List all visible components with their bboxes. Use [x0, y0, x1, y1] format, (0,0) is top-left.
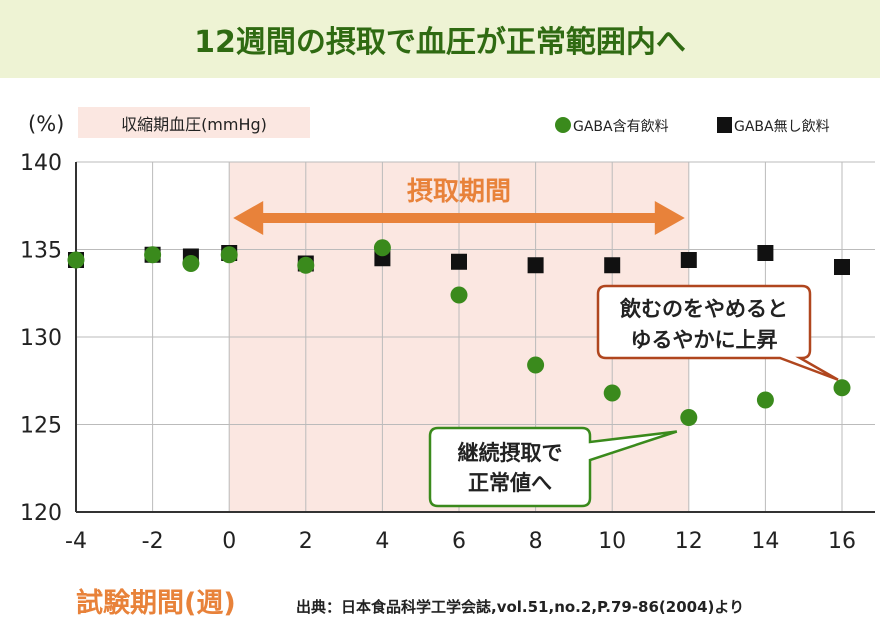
callout-stop-box — [596, 284, 839, 381]
intake-period-label: 摂取期間 — [407, 176, 511, 207]
x-axis-title: 試験期間(週) — [76, 587, 236, 619]
x-tick-label: -2 — [142, 529, 164, 554]
point-gaba — [527, 356, 545, 374]
callout-continue-text: 正常値へ — [468, 471, 552, 495]
point-gaba — [833, 379, 851, 397]
x-tick-label: 10 — [598, 529, 626, 554]
point-gaba — [603, 384, 621, 402]
y-unit-label: (%) — [28, 112, 64, 136]
y-tick-label: 130 — [20, 326, 62, 351]
legend-gaba-free-marker — [717, 117, 732, 133]
point-gaba-free — [680, 252, 697, 268]
legend-gaba-label: GABA含有飲料 — [573, 119, 669, 135]
callout-stop-text: 飲むのをやめると — [619, 297, 788, 321]
point-gaba-free — [527, 257, 544, 274]
x-tick-label: 4 — [375, 529, 389, 554]
point-gaba — [756, 391, 774, 409]
x-tick-label: 0 — [222, 529, 236, 554]
callout-continue-text: 継続摂取で — [458, 441, 563, 465]
legend-gaba-marker — [555, 117, 571, 133]
point-gaba — [144, 246, 162, 264]
callout-continue-box — [428, 426, 678, 508]
callout-stop-text: ゆるやかに上昇 — [631, 328, 778, 352]
y-tick-label: 135 — [20, 239, 62, 264]
y-tick-label: 120 — [20, 501, 62, 526]
title-bar: 12週間の摂取で血圧が正常範囲内へ — [0, 0, 880, 78]
x-tick-label: 6 — [452, 529, 466, 554]
point-gaba-free — [834, 259, 850, 275]
point-gaba-free — [604, 257, 621, 274]
point-gaba-free — [757, 245, 774, 261]
x-tick-label: -4 — [65, 529, 87, 554]
point-gaba — [680, 409, 698, 426]
point-gaba-free — [451, 253, 467, 270]
intake-period-arrow — [233, 201, 685, 235]
y-tick-label: 125 — [20, 414, 62, 439]
source-note: 出典：日本食品科学工学会誌,vol.51,no.2,P.79-86(2004)よ… — [296, 598, 744, 616]
point-gaba — [67, 251, 85, 269]
x-tick-label: 2 — [299, 529, 313, 554]
x-tick-label: 8 — [529, 529, 543, 554]
metric-label-bg — [78, 107, 310, 138]
legend-gaba-free-label: GABA無し飲料 — [734, 119, 830, 135]
metric-label: 収縮期血圧(mmHg) — [121, 115, 267, 134]
point-gaba — [220, 246, 238, 264]
x-tick-label: 14 — [751, 529, 779, 554]
point-gaba — [450, 286, 468, 304]
chart-title: 12週間の摂取で血圧が正常範囲内へ — [194, 25, 686, 60]
x-tick-label: 16 — [828, 529, 856, 554]
point-gaba — [297, 256, 315, 274]
point-gaba — [373, 239, 391, 257]
point-gaba — [182, 255, 200, 272]
y-tick-label: 140 — [20, 151, 62, 176]
x-tick-label: 12 — [675, 529, 703, 554]
